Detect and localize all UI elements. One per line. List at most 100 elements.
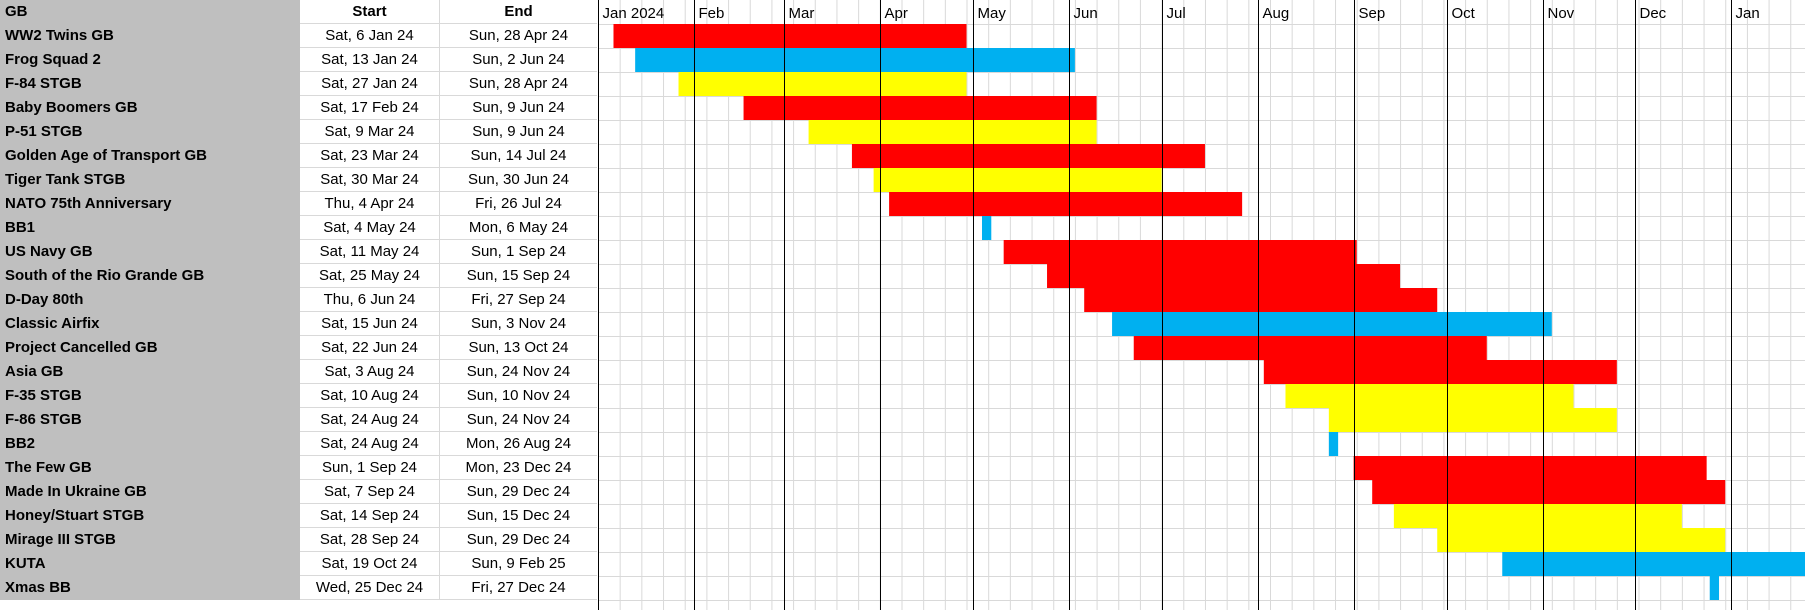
gb-name-cell[interactable]: NATO 75th Anniversary (0, 192, 300, 216)
gb-name-cell[interactable]: Asia GB (0, 360, 300, 384)
gb-name-cell[interactable]: Project Cancelled GB (0, 336, 300, 360)
start-date-cell[interactable]: Sat, 23 Mar 24 (300, 144, 440, 168)
end-date-cell[interactable]: Fri, 27 Dec 24 (440, 576, 597, 600)
start-date-cell[interactable]: Sat, 17 Feb 24 (300, 96, 440, 120)
start-date-cell[interactable]: Sat, 15 Jun 24 (300, 312, 440, 336)
end-date-cell[interactable]: Mon, 6 May 24 (440, 216, 597, 240)
end-date-cell[interactable]: Sun, 15 Sep 24 (440, 264, 597, 288)
start-date-cell[interactable]: Sat, 3 Aug 24 (300, 360, 440, 384)
gb-name-cell[interactable]: Tiger Tank STGB (0, 168, 300, 192)
gb-name-cell[interactable]: D-Day 80th (0, 288, 300, 312)
start-date-cell[interactable]: Sat, 14 Sep 24 (300, 504, 440, 528)
gantt-bar (678, 72, 967, 96)
start-date-cell[interactable]: Sat, 13 Jan 24 (300, 48, 440, 72)
month-label: Aug (1263, 5, 1290, 22)
end-date-cell[interactable]: Sun, 9 Feb 25 (440, 552, 597, 576)
gantt-bar (1709, 576, 1720, 600)
end-date-cell[interactable]: Mon, 26 Aug 24 (440, 432, 597, 456)
month-label: Nov (1548, 5, 1575, 22)
gb-name-cell[interactable]: Baby Boomers GB (0, 96, 300, 120)
gb-name-cell[interactable]: BB1 (0, 216, 300, 240)
start-date-cell[interactable]: Sat, 19 Oct 24 (300, 552, 440, 576)
start-date-cell[interactable]: Sat, 27 Jan 24 (300, 72, 440, 96)
end-date-cell[interactable]: Sun, 13 Oct 24 (440, 336, 597, 360)
start-date-cell[interactable]: Sat, 24 Aug 24 (300, 408, 440, 432)
gantt-bar (1372, 480, 1726, 504)
gb-name-cell[interactable]: F-84 STGB (0, 72, 300, 96)
gb-name-cell[interactable]: KUTA (0, 552, 300, 576)
end-date-cell[interactable]: Sun, 9 Jun 24 (440, 120, 597, 144)
start-date-cell[interactable]: Thu, 6 Jun 24 (300, 288, 440, 312)
gb-name-cell[interactable]: Xmas BB (0, 576, 300, 600)
end-date-cell[interactable]: Fri, 27 Sep 24 (440, 288, 597, 312)
gb-name-cell[interactable]: F-35 STGB (0, 384, 300, 408)
month-label: Feb (699, 5, 725, 22)
gb-name-cell[interactable]: P-51 STGB (0, 120, 300, 144)
gb-name-cell[interactable]: The Few GB (0, 456, 300, 480)
end-date-cell[interactable]: Sun, 24 Nov 24 (440, 408, 597, 432)
gantt-bar (1047, 264, 1401, 288)
gantt-bar (851, 144, 1205, 168)
start-date-cell[interactable]: Sat, 4 May 24 (300, 216, 440, 240)
gantt-bar (889, 192, 1243, 216)
header-start[interactable]: Start (300, 0, 440, 24)
month-label: May (978, 5, 1007, 22)
end-date-cell[interactable]: Sun, 1 Sep 24 (440, 240, 597, 264)
gb-name-cell[interactable]: Honey/Stuart STGB (0, 504, 300, 528)
gantt-bar (1112, 312, 1552, 336)
end-date-cell[interactable]: Sun, 10 Nov 24 (440, 384, 597, 408)
gb-name-cell[interactable]: F-86 STGB (0, 408, 300, 432)
end-date-cell[interactable]: Sun, 30 Jun 24 (440, 168, 597, 192)
start-date-cell[interactable]: Sat, 6 Jan 24 (300, 24, 440, 48)
start-date-cell[interactable]: Thu, 4 Apr 24 (300, 192, 440, 216)
gantt-bar (1263, 360, 1617, 384)
gb-name-cell[interactable]: Made In Ukraine GB (0, 480, 300, 504)
start-date-cell[interactable]: Sat, 25 May 24 (300, 264, 440, 288)
gb-name-cell[interactable]: US Navy GB (0, 240, 300, 264)
end-date-cell[interactable]: Sun, 9 Jun 24 (440, 96, 597, 120)
gantt-bar (1353, 456, 1707, 480)
end-date-cell[interactable]: Sun, 29 Dec 24 (440, 480, 597, 504)
start-date-cell[interactable]: Sat, 11 May 24 (300, 240, 440, 264)
month-label: Jul (1167, 5, 1186, 22)
start-date-cell[interactable]: Sat, 9 Mar 24 (300, 120, 440, 144)
month-label: Jan (1736, 5, 1760, 22)
header-gb[interactable]: GB (0, 0, 300, 24)
start-date-cell[interactable]: Sun, 1 Sep 24 (300, 456, 440, 480)
gantt-chart: Jan 2024 Feb Mar Apr May Jun Jul Aug Sep Oct Nov De… (598, 0, 1805, 610)
gantt-bar (1285, 384, 1574, 408)
gantt-bar (1328, 408, 1617, 432)
end-date-cell[interactable]: Sun, 15 Dec 24 (440, 504, 597, 528)
end-date-cell[interactable]: Sun, 3 Nov 24 (440, 312, 597, 336)
gb-name-cell[interactable]: BB2 (0, 432, 300, 456)
end-date-cell[interactable]: Sun, 24 Nov 24 (440, 360, 597, 384)
start-date-cell[interactable]: Sat, 28 Sep 24 (300, 528, 440, 552)
month-label: Oct (1452, 5, 1476, 22)
gb-name-cell[interactable]: Classic Airfix (0, 312, 300, 336)
gantt-bar (1437, 528, 1726, 552)
gb-name-cell[interactable]: South of the Rio Grande GB (0, 264, 300, 288)
end-date-cell[interactable]: Sun, 14 Jul 24 (440, 144, 597, 168)
end-date-cell[interactable]: Mon, 23 Dec 24 (440, 456, 597, 480)
start-date-cell[interactable]: Sat, 10 Aug 24 (300, 384, 440, 408)
start-date-cell[interactable]: Sat, 24 Aug 24 (300, 432, 440, 456)
end-date-cell[interactable]: Sun, 28 Apr 24 (440, 24, 597, 48)
month-label: Mar (789, 5, 815, 22)
end-date-cell[interactable]: Sun, 28 Apr 24 (440, 72, 597, 96)
month-label: Sep (1359, 5, 1386, 22)
start-date-cell[interactable]: Sat, 30 Mar 24 (300, 168, 440, 192)
gantt-bar (1328, 432, 1339, 456)
start-date-cell[interactable]: Sat, 7 Sep 24 (300, 480, 440, 504)
start-date-cell[interactable]: Sat, 22 Jun 24 (300, 336, 440, 360)
start-date-cell[interactable]: Wed, 25 Dec 24 (300, 576, 440, 600)
end-date-cell[interactable]: Sun, 29 Dec 24 (440, 528, 597, 552)
end-date-cell[interactable]: Fri, 26 Jul 24 (440, 192, 597, 216)
header-end[interactable]: End (440, 0, 597, 24)
gantt-bar (1133, 336, 1487, 360)
gb-name-cell[interactable]: Frog Squad 2 (0, 48, 300, 72)
gb-name-cell[interactable]: WW2 Twins GB (0, 24, 300, 48)
gb-name-cell[interactable]: Mirage III STGB (0, 528, 300, 552)
gb-name-cell[interactable]: Golden Age of Transport GB (0, 144, 300, 168)
end-date-cell[interactable]: Sun, 2 Jun 24 (440, 48, 597, 72)
